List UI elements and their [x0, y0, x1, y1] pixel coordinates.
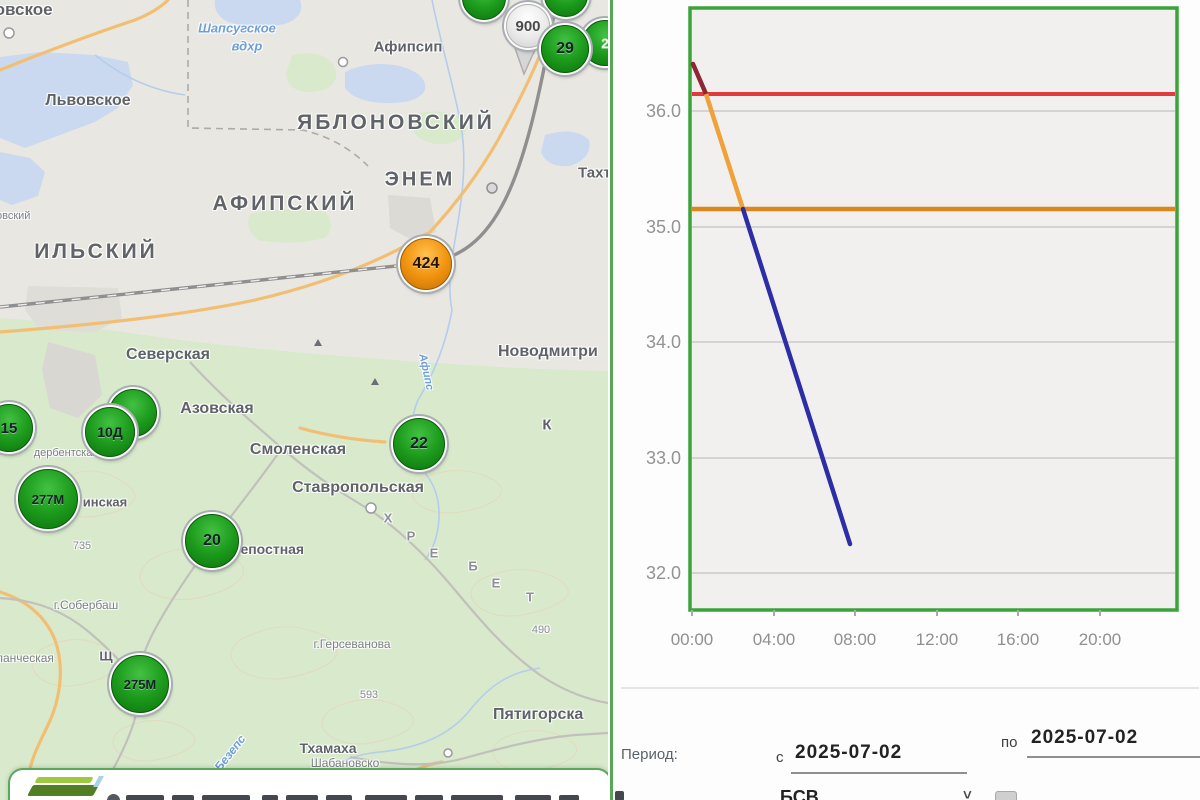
map-label: Азовская [180, 400, 254, 417]
y-tick-label: 35.0 [646, 217, 681, 237]
map-label: Шабановско [310, 756, 380, 770]
date-from-prefix: с [776, 749, 784, 766]
map-label-district: ЭНЕМ [384, 168, 456, 191]
series-segment-warning [703, 93, 746, 210]
map-marker[interactable]: 275М [111, 655, 169, 713]
map-label: Тхамаха [299, 740, 357, 756]
calendar-icon[interactable] [995, 791, 1017, 800]
brand-logo [27, 785, 99, 796]
map-label-district: АФИПСКИЙ [212, 192, 358, 215]
date-to-field[interactable]: 2025-07-02 [1031, 727, 1139, 748]
map-label: Щ [99, 648, 113, 664]
map-label-ridge: Т [526, 589, 534, 605]
map-marker[interactable]: 277М [18, 469, 78, 529]
map-footer-panel [8, 768, 608, 800]
map-label: ловское [0, 0, 53, 19]
map-label-district: ИЛЬСКИЙ [34, 240, 158, 263]
map-label-elevation: 593 [359, 689, 379, 701]
map-label: г.Герсеванова [313, 637, 391, 651]
map-label: К [542, 416, 552, 434]
map-label-water: Шапсугское [198, 20, 276, 36]
map-label-ridge: Р [406, 528, 416, 544]
map-label: репостная [231, 541, 305, 557]
map-label-ridge: Е [491, 575, 501, 591]
map-marker-alert[interactable]: 424 [400, 238, 452, 290]
y-tick-label: 34.0 [646, 332, 681, 352]
x-tick-label: 16:00 [997, 630, 1040, 649]
map-label-elevation: 490 [531, 624, 551, 636]
chevron-down-icon[interactable]: ˅ [963, 787, 972, 800]
x-tick-label: 00:00 [671, 630, 714, 649]
truncated-label [615, 791, 624, 800]
x-tick-label: 04:00 [753, 630, 796, 649]
map-label: Пятигорска [493, 706, 584, 723]
map-marker[interactable]: 29 [541, 25, 589, 73]
x-tick-label: 08:00 [834, 630, 877, 649]
chart-panel: 36.0 35.0 34.0 33.0 32.0 00:00 04:00 08:… [610, 0, 1200, 800]
map-marker[interactable]: 22 [393, 418, 445, 470]
map-label: инская [82, 494, 128, 510]
series-segment-critical [690, 61, 709, 97]
y-tick-label: 32.0 [646, 563, 681, 583]
map-label-ridge: Х [383, 510, 393, 526]
date-from-underline [791, 772, 967, 774]
brand-logo [34, 777, 94, 783]
map-marker[interactable]: 20 [185, 514, 239, 568]
x-tick-label: 12:00 [916, 630, 959, 649]
map-label: Новодмитри [498, 343, 598, 360]
map-label: Смоленская [249, 441, 347, 458]
map-marker[interactable]: 900 [506, 4, 550, 48]
chart-plot-area [688, 6, 1179, 612]
level-chart: 36.0 35.0 34.0 33.0 32.0 00:00 04:00 08:… [646, 6, 1179, 649]
date-from-field[interactable]: 2025-07-02 [795, 742, 903, 763]
map-label: г.Собербаш [53, 598, 119, 612]
y-tick-label: 36.0 [646, 101, 681, 121]
map-canvas[interactable]: ловское Львовское овский Шапсугское вдхр… [0, 0, 608, 800]
map-label: Северская [126, 346, 210, 363]
period-label: Период: [621, 746, 678, 763]
map-label: овский [0, 210, 31, 222]
brand-logo [93, 776, 104, 787]
y-tick-label: 33.0 [646, 448, 681, 468]
date-to-underline [1027, 756, 1200, 758]
map-label: Тахт [578, 164, 608, 182]
map-label: Ставропольская [292, 479, 424, 496]
date-to-prefix: по [1001, 734, 1018, 751]
map-label-district: ЯБЛОНОВСКИЙ [297, 111, 495, 134]
section-divider [621, 687, 1199, 689]
map-label: Афипсип [373, 38, 443, 56]
map-marker[interactable]: 10Д [85, 407, 135, 457]
map-label-elevation: 735 [72, 540, 92, 552]
map-label-ridge: Б [468, 558, 478, 574]
series-segment-normal [740, 206, 853, 547]
map-label: Львовское [45, 92, 131, 109]
x-tick-label: 20:00 [1079, 630, 1122, 649]
map-label: дербентская [33, 447, 99, 459]
info-icon [107, 794, 120, 800]
truncated-text-row [126, 795, 587, 800]
map-label-ridge: Е [429, 545, 439, 561]
map-label: ланческая [0, 651, 54, 665]
map-label-water: вдхр [231, 38, 263, 54]
level-type-select[interactable]: БСВ [780, 787, 819, 800]
